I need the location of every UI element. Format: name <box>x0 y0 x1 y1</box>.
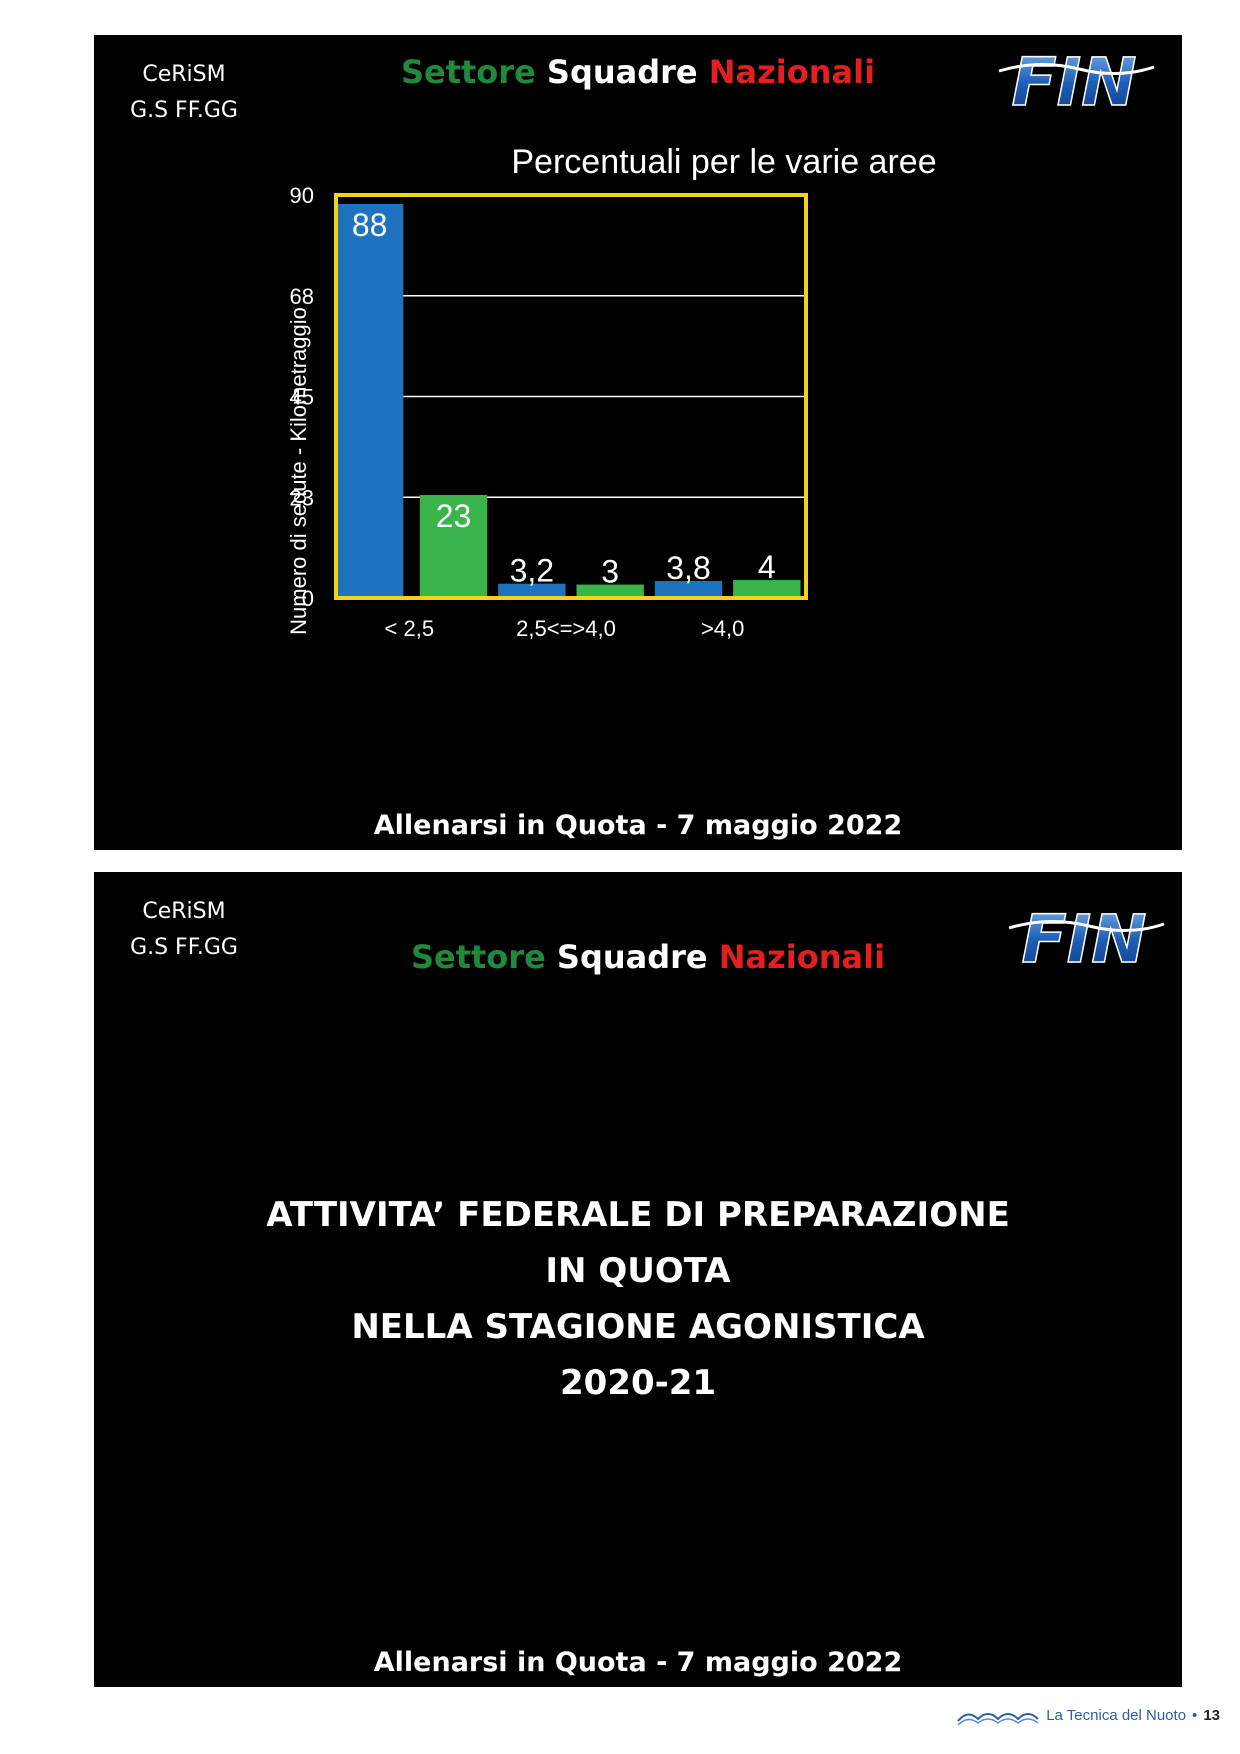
footer-separator: • <box>1192 1706 1198 1724</box>
slide-footer: Allenarsi in Quota - 7 maggio 2022 <box>373 810 903 841</box>
slide-title: CeRiSM G.S FF.GG Settore Squadre Naziona… <box>94 872 1182 1687</box>
org-line-1: CeRiSM <box>142 899 226 924</box>
sector-word-3: Nazionali <box>708 53 876 91</box>
slide-chart: CeRiSM G.S FF.GG Settore Squadre Naziona… <box>94 35 1182 850</box>
bar-value-label: 4 <box>758 549 776 585</box>
sector-heading: Settore Squadre Nazionali <box>94 938 1182 976</box>
slide-footer: Allenarsi in Quota - 7 maggio 2022 <box>373 1647 903 1678</box>
org-line-1: CeRiSM <box>142 62 226 87</box>
plot-frame <box>334 193 808 600</box>
bar <box>419 495 488 598</box>
sector-heading: Settore Squadre Nazionali <box>94 53 1182 91</box>
sector-word-1: Settore <box>400 53 536 91</box>
main-title: ATTIVITA’ FEDERALE DI PREPARAZIONE IN QU… <box>94 1190 1182 1414</box>
page-footer: La Tecnica del Nuoto • 13 <box>956 1697 1220 1733</box>
y-tick-label: 68 <box>290 284 314 309</box>
page-number: 13 <box>1203 1706 1220 1724</box>
main-title-line-4: 2020-21 <box>559 1363 717 1403</box>
sector-word-3: Nazionali <box>718 938 886 976</box>
fin-logo: FIN <box>998 45 1155 115</box>
sector-word-2: Squadre <box>556 938 708 976</box>
bar <box>576 584 644 598</box>
chart-y-axis-label: Numero di sedute - Kilometraggio <box>286 307 311 635</box>
fin-logo: FIN <box>1008 902 1165 972</box>
bar <box>336 203 404 598</box>
y-tick-label: 23 <box>290 485 314 510</box>
y-tick-label: 45 <box>290 385 314 410</box>
org-label: CeRiSM G.S FF.GG <box>94 894 274 966</box>
main-title-line-3: NELLA STAGIONE AGONISTICA <box>351 1307 925 1347</box>
main-title-line-1: ATTIVITA’ FEDERALE DI PREPARAZIONE <box>266 1195 1010 1235</box>
fin-logo-text: FIN <box>1012 45 1137 115</box>
bar-chart: 0 23 45 68 90 < 2,5 2,5<=>4,0 >4,0 88 23 3,2 3 3,8… <box>286 183 808 641</box>
bar-value-label: 3,2 <box>510 553 554 589</box>
org-line-2: G.S FF.GG <box>130 935 238 960</box>
chart-title: Percentuali per le varie aree <box>511 143 937 181</box>
org-label: CeRiSM G.S FF.GG <box>94 57 274 129</box>
x-category-label: 2,5<=>4,0 <box>516 616 616 641</box>
bar-value-label: 3,8 <box>666 550 710 586</box>
bar-value-label: 88 <box>352 207 388 243</box>
chart-bars <box>336 203 801 598</box>
bar <box>733 580 801 598</box>
y-tick-label: 0 <box>302 586 314 611</box>
chart-data-labels: 88 23 3,2 3 3,8 4 <box>352 207 776 590</box>
x-category-label: < 2,5 <box>385 616 435 641</box>
chart-xticks: < 2,5 2,5<=>4,0 >4,0 <box>385 616 745 641</box>
fin-logo-text: FIN <box>1022 902 1147 972</box>
org-line-2: G.S FF.GG <box>130 98 238 123</box>
y-tick-label: 90 <box>290 183 314 208</box>
bar <box>654 580 723 598</box>
bar <box>498 583 566 598</box>
sector-word-1: Settore <box>410 938 546 976</box>
main-title-line-2: IN QUOTA <box>545 1251 731 1291</box>
chart-grid <box>336 295 806 498</box>
bar-value-label: 23 <box>436 498 472 534</box>
bar-value-label: 3 <box>601 554 619 590</box>
sector-word-2: Squadre <box>546 53 698 91</box>
x-category-label: >4,0 <box>701 616 744 641</box>
chart-yticks: 0 23 45 68 90 <box>290 183 314 611</box>
wave-logo-icon <box>957 1713 1039 1726</box>
chart-frame <box>334 193 808 600</box>
publication-name: La Tecnica del Nuoto <box>1046 1706 1187 1724</box>
